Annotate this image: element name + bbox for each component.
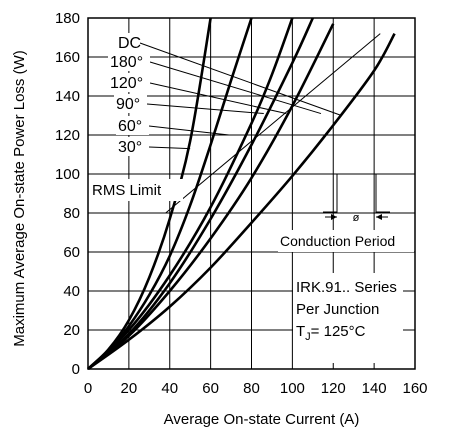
series-leader-line — [139, 42, 342, 116]
info-bg — [293, 273, 403, 363]
y-tick-label: 180 — [55, 10, 80, 27]
series-leader-line — [148, 125, 230, 136]
plot-frame — [87, 17, 416, 370]
x-tick-label: 120 — [321, 380, 346, 397]
conduction-waveform — [323, 173, 390, 213]
conduction-label-bg — [278, 230, 414, 252]
x-tick-label: 40 — [161, 380, 178, 397]
rms-label-bg — [91, 179, 183, 201]
y-axis-label: Maximum Average On-state Power Loss (W) — [11, 50, 28, 346]
info-line: Per Junction — [296, 301, 379, 318]
ticks: 0 20 40 60 80 100 120 140 160 0 20 40 60 80 100 120 140 1… — [55, 10, 428, 397]
y-tick-label: 40 — [63, 283, 80, 300]
x-tick-label: 20 — [121, 380, 138, 397]
curve-dc — [87, 32, 396, 371]
angle-symbol: ø — [353, 212, 360, 224]
x-tick-label: 140 — [362, 380, 387, 397]
rms-limit-line — [165, 33, 381, 214]
y-tick-label: 80 — [63, 205, 80, 222]
x-axis-label: Average On-state Current (A) — [164, 411, 360, 428]
curve-120deg — [87, 17, 314, 370]
y-tick-label: 60 — [63, 244, 80, 261]
x-tick-label: 160 — [402, 380, 427, 397]
series-label-bg — [114, 94, 147, 113]
x-tick-label: 80 — [243, 380, 260, 397]
y-tick-label: 0 — [72, 361, 80, 378]
y-tick-label: 100 — [55, 166, 80, 183]
y-tick-label: 140 — [55, 88, 80, 105]
y-tick-label: 160 — [55, 49, 80, 66]
series-label: 30° — [118, 139, 142, 156]
series-label-bg — [116, 33, 140, 52]
series-label: 180° — [110, 54, 143, 71]
series-label-bg — [108, 73, 150, 92]
series-label: 120° — [110, 75, 143, 92]
curve-90deg — [87, 17, 294, 370]
x-tick-label: 0 — [84, 380, 92, 397]
junction-temp-label: TJ= 125°C — [296, 323, 366, 343]
series-label-bg — [108, 52, 150, 71]
series-leader-line — [149, 82, 287, 115]
curves — [87, 17, 396, 371]
y-tick-label: 20 — [63, 322, 80, 339]
annotations: RMS Limit DC 180° 120° 90° 60° 30° ø Conduction … — [91, 33, 414, 363]
rms-limit-label: RMS Limit — [92, 182, 162, 199]
series-leader-line — [149, 61, 322, 115]
series-label-bg — [116, 137, 149, 156]
arrow-right-head — [376, 214, 382, 220]
series-label: 90° — [116, 96, 140, 113]
curve-180deg — [87, 23, 335, 371]
y-tick-label: 120 — [55, 127, 80, 144]
series-leader-line — [146, 103, 264, 115]
conduction-period-label: Conduction Period — [280, 233, 395, 249]
series-label: DC — [118, 35, 141, 52]
series-leader-line — [148, 146, 191, 150]
series-label: 60° — [118, 118, 142, 135]
arrow-left-head — [331, 214, 337, 220]
info-line: IRK.91.. Series — [296, 279, 397, 296]
x-tick-label: 100 — [280, 380, 305, 397]
x-tick-label: 60 — [202, 380, 219, 397]
series-label-bg — [116, 116, 149, 135]
